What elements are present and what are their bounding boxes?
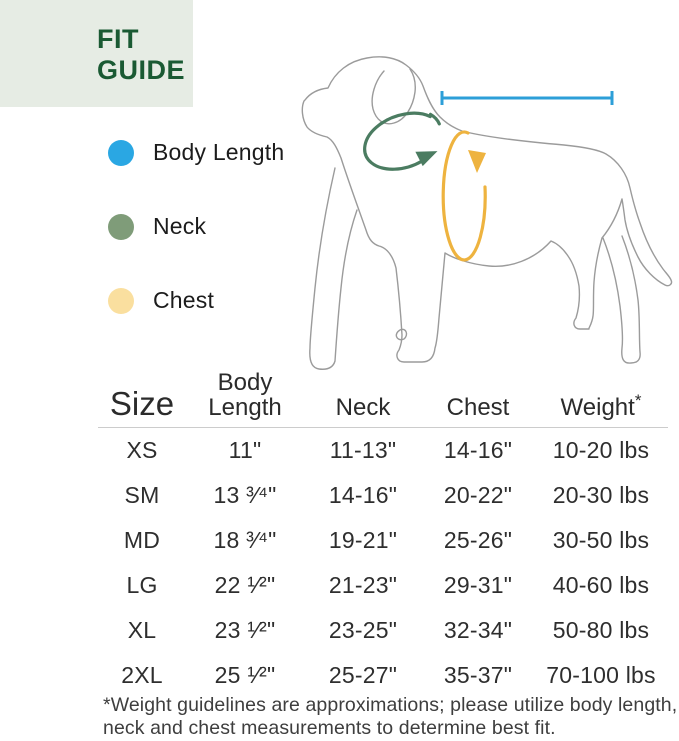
size-chart-body: XS 11" 11-13" 14-16" 10-20 lbs SM 13 ³⁄⁴… (98, 428, 668, 698)
size-chart-header-row: Size Body Length Neck Chest Weight* (98, 366, 668, 428)
table-row-xl: XL 23 ¹⁄²" 23-25" 32-34" 50-80 lbs (98, 608, 668, 653)
column-header-body-length: Body Length (208, 369, 282, 421)
cell-size: MD (123, 527, 161, 553)
weight-disclaimer: *Weight guidelines are approximations; p… (103, 694, 678, 739)
cell-body-length: 22 ¹⁄²" (214, 572, 276, 598)
table-row-2xl: 2XL 25 ¹⁄²" 25-27" 35-37" 70-100 lbs (98, 653, 668, 698)
page-title: FIT GUIDE (97, 24, 186, 85)
legend-item-body-length: Body Length (108, 139, 284, 166)
column-header-weight: Weight* (534, 392, 668, 421)
cell-body-length: 13 ³⁄⁴" (213, 482, 277, 508)
column-header-size: Size (109, 385, 175, 422)
legend-label-neck: Neck (153, 213, 207, 239)
column-header-chest: Chest (446, 394, 510, 421)
cell-weight: 30-50 lbs (552, 527, 650, 553)
dog-fit-diagram (301, 56, 673, 370)
legend-label-body-length: Body Length (153, 139, 285, 165)
cell-chest: 20-22" (443, 482, 513, 508)
cell-weight: 20-30 lbs (552, 482, 650, 508)
cell-neck: 11-13" (329, 437, 397, 463)
table-row-xs: XS 11" 11-13" 14-16" 10-20 lbs (98, 428, 668, 473)
cell-neck: 14-16" (328, 482, 398, 508)
weight-note-asterisk: * (634, 391, 642, 410)
cell-neck: 21-23" (328, 572, 398, 598)
cell-body-length: 25 ¹⁄²" (214, 662, 276, 688)
chest-color-dot (108, 287, 134, 314)
cell-body-length: 23 ¹⁄²" (214, 617, 276, 643)
legend-item-chest: Chest (108, 287, 214, 314)
column-header-neck: Neck (335, 394, 391, 421)
body-length-color-dot (108, 139, 134, 166)
cell-neck: 19-21" (328, 527, 398, 553)
cell-weight: 10-20 lbs (552, 437, 650, 463)
size-chart: Size Body Length Neck Chest Weight* XS 1… (98, 366, 668, 698)
body-length-measure-line (440, 91, 614, 105)
cell-size: XS (126, 437, 158, 463)
chest-loop-arrowhead (468, 150, 486, 173)
table-row-lg: LG 22 ¹⁄²" 21-23" 29-31" 40-60 lbs (98, 563, 668, 608)
neck-measure-loop (363, 111, 441, 171)
cell-weight: 50-80 lbs (552, 617, 650, 643)
neck-loop-arrowhead (415, 151, 438, 167)
cell-body-length: 11" (228, 437, 262, 463)
cell-weight: 70-100 lbs (546, 662, 656, 688)
cell-chest: 29-31" (443, 572, 513, 598)
cell-chest: 32-34" (443, 617, 513, 643)
fit-guide-header-box: FIT GUIDE (0, 0, 193, 107)
legend-label-chest: Chest (153, 287, 215, 313)
dog-outline (301, 56, 673, 370)
legend-item-neck: Neck (108, 213, 206, 240)
cell-body-length: 18 ³⁄⁴" (213, 527, 277, 553)
table-row-md: MD 18 ³⁄⁴" 19-21" 25-26" 30-50 lbs (98, 518, 668, 563)
chest-measure-loop (441, 130, 487, 262)
weight-header-label: Weight (560, 394, 635, 421)
cell-chest: 14-16" (443, 437, 513, 463)
cell-chest: 35-37" (443, 662, 513, 688)
cell-neck: 23-25" (328, 617, 398, 643)
cell-size: XL (127, 617, 157, 643)
neck-color-dot (108, 213, 134, 240)
cell-neck: 25-27" (328, 662, 398, 688)
cell-chest: 25-26" (443, 527, 513, 553)
cell-weight: 40-60 lbs (552, 572, 650, 598)
cell-size: 2XL (121, 662, 163, 688)
cell-size: SM (124, 482, 160, 508)
table-row-sm: SM 13 ³⁄⁴" 14-16" 20-22" 20-30 lbs (98, 473, 668, 518)
cell-size: LG (126, 572, 158, 598)
